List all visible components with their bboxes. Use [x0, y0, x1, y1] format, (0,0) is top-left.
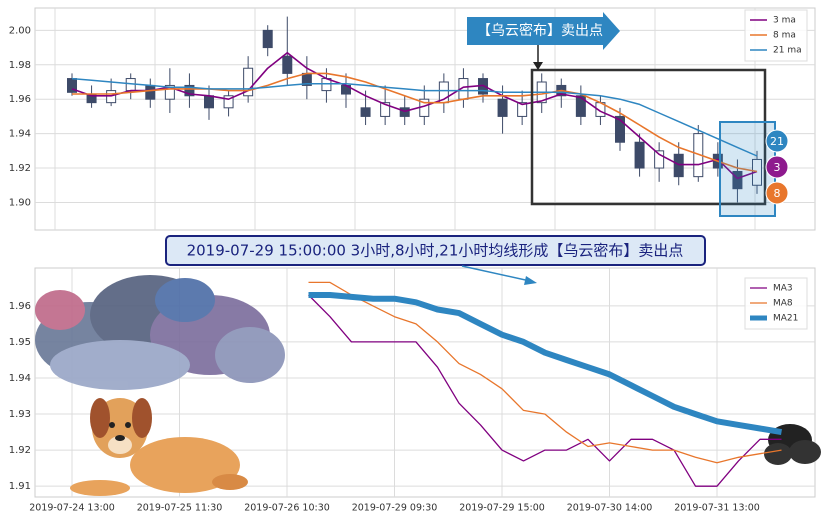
candle-body: [399, 107, 410, 117]
top-frame: [34, 7, 816, 231]
badge: [765, 155, 789, 179]
badge-label: 21: [770, 135, 784, 148]
x-tick-label: 2019-07-26 10:30: [244, 503, 330, 514]
candle-body: [67, 78, 77, 93]
x-tick-label: 2019-07-31 13:00: [674, 503, 760, 514]
dog-illustration: [70, 398, 248, 496]
pointer-head: [524, 276, 537, 285]
ma-line: [308, 292, 782, 436]
x-tick-label: 2019-07-24 13:00: [29, 503, 115, 514]
storm-cloud: [764, 424, 821, 465]
y-tick-label: 2.00: [9, 25, 31, 36]
pointer: [461, 265, 531, 282]
legend-label: 21 ma: [773, 46, 802, 56]
candle-body: [654, 150, 665, 169]
legend-label: MA21: [773, 314, 798, 324]
badge: [765, 181, 789, 205]
candle-body: [517, 102, 528, 117]
ma-line: [71, 77, 758, 157]
candle-body: [106, 90, 117, 104]
bottom-frame: [34, 267, 816, 498]
legends: 3 ma 8 ma 21 ma MA3 MA8 MA21: [744, 9, 808, 330]
cloud-illustration: [35, 275, 285, 390]
candle-body: [145, 84, 156, 100]
y-tick-label: 1.96: [9, 94, 31, 105]
y-tick-label: 1.93: [9, 409, 31, 420]
badge-label: 3: [774, 161, 781, 174]
candle-body: [184, 84, 195, 97]
candle-body: [673, 153, 684, 178]
candle-body: [497, 98, 508, 117]
banner-text: 2019-07-29 15:00:00 3小时,8小时,21小时均线形成【乌云密…: [187, 242, 684, 260]
ma-line: [71, 51, 758, 180]
y-tick-label: 1.94: [9, 373, 31, 384]
candle-body: [262, 29, 273, 49]
y-tick-label: 1.95: [9, 337, 31, 348]
candle-body: [243, 67, 254, 97]
candle-body: [380, 102, 391, 117]
x-tick-label: 2019-07-29 15:00: [459, 503, 545, 514]
callout-arrow: [467, 12, 620, 50]
marks: [67, 16, 782, 487]
legend-label: MA8: [773, 299, 793, 309]
callout-text: 【乌云密布】卖出点: [477, 22, 603, 39]
y-tick-label: 1.92: [9, 163, 31, 174]
y-tick-label: 1.91: [9, 481, 31, 492]
candle-body: [615, 115, 625, 143]
candle-body: [223, 95, 234, 109]
badge: [765, 129, 789, 153]
banner: [165, 235, 706, 266]
legend-label: 8 ma: [773, 31, 796, 41]
y-tick-label: 1.92: [9, 445, 31, 456]
legend-label: MA3: [773, 284, 793, 294]
y-tick-label: 1.90: [9, 197, 31, 208]
candle-body: [634, 141, 645, 169]
ma-line: [308, 281, 782, 464]
y-tick-label: 1.98: [9, 60, 31, 71]
y-tick-label: 1.96: [9, 301, 31, 312]
ma-line: [308, 294, 782, 487]
candle-body: [164, 84, 175, 100]
badge-label: 8: [774, 187, 781, 200]
x-tick-label: 2019-07-29 09:30: [352, 503, 438, 514]
highlight-box: [530, 68, 767, 206]
candle-body: [282, 55, 293, 74]
pointer-head: [533, 62, 543, 70]
candle-body: [204, 95, 214, 109]
y-tick-label: 1.94: [9, 129, 31, 140]
x-tick-label: 2019-07-30 14:00: [567, 503, 653, 514]
ma-line: [72, 72, 758, 173]
x-tick-label: 2019-07-25 11:30: [137, 503, 223, 514]
candle-body: [575, 95, 586, 117]
candle-body: [360, 107, 371, 117]
legend-label: 3 ma: [773, 16, 796, 26]
candle-body: [732, 170, 743, 190]
